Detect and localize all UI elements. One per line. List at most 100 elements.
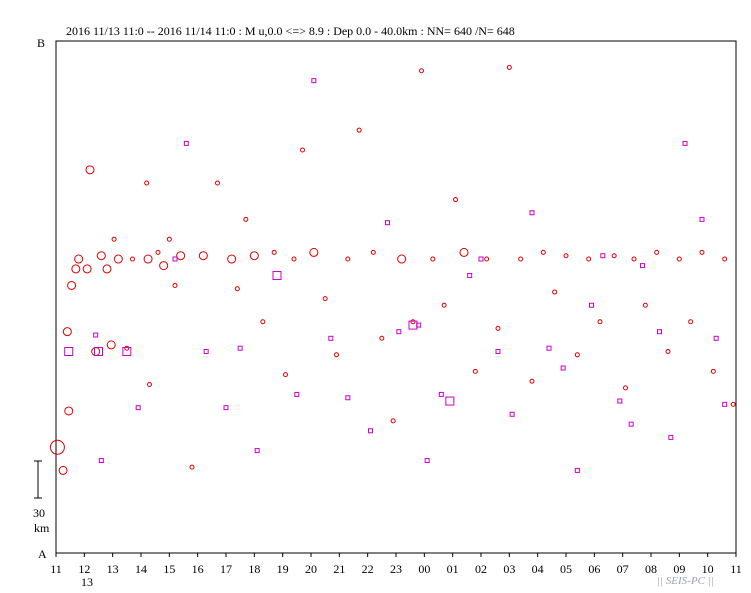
event-circle [730,401,736,407]
axis-bottom-label: A [38,547,47,561]
event-circle [166,236,172,242]
event-circle [85,165,95,175]
event-circle [441,302,447,308]
event-circle [91,347,101,357]
event-square [509,411,515,417]
event-circle [597,319,603,325]
x-tick-label: 14 [135,562,147,576]
x-tick-label: 04 [532,562,544,576]
event-square [574,467,580,473]
event-square [478,256,484,262]
event-circle [172,282,178,288]
x-tick-label: 01 [447,562,459,576]
event-circle [189,464,195,470]
event-circle [67,280,77,290]
event-circle [623,385,628,391]
event-circle [334,352,339,358]
event-circle [459,247,469,257]
event-circle [49,439,65,455]
x-tick-label: 16 [192,562,204,576]
event-circle [130,256,135,262]
x-tick-label: 11 [50,562,62,576]
event-circle [586,256,592,262]
scale-value: 30 [33,506,45,520]
event-circle [506,64,512,70]
event-square [529,210,535,216]
event-circle [356,127,362,133]
event-circle [611,253,617,259]
event-square [424,458,430,464]
event-circle [430,256,436,262]
event-circle [74,254,84,264]
event-square [294,391,300,397]
event-square [682,140,688,146]
axis-top-label: B [37,36,45,50]
event-circle [419,68,424,74]
scale-bar [34,460,42,499]
event-square [135,405,141,411]
event-square [589,302,594,308]
x-tick-label: 06 [588,562,600,576]
event-circle [379,335,385,341]
event-circle [540,249,546,255]
x-tick-label: 09 [673,562,685,576]
x-tick-label: 12 [78,562,90,576]
x-axis-ticks: 11 12 13 14 15 16 17 18 19 20 21 22 23 00 01 02 03 04 05 06… [50,553,742,576]
event-circle [300,147,305,153]
x-tick-label: 03 [503,562,515,576]
event-square [272,271,282,281]
event-square [122,347,132,357]
event-square [183,140,189,146]
event-square [628,421,634,427]
event-circle [64,406,74,416]
event-circle [260,319,266,325]
event-square [416,322,422,328]
event-square [408,320,418,330]
event-circle [397,254,407,264]
event-circle [234,286,240,292]
event-circle [147,382,152,388]
event-circle [227,254,237,264]
x-tick-label: 07 [617,562,629,576]
event-circle [71,264,81,274]
event-circle [484,256,490,262]
x-tick-label: 23 [390,562,402,576]
event-circle [631,256,637,262]
event-circle [215,180,220,186]
event-circle [144,180,150,186]
event-square [699,216,705,222]
event-square [311,78,317,84]
event-circle [642,302,648,308]
event-square [713,335,719,341]
event-circle [155,249,161,255]
event-circle [198,251,208,261]
event-circle [574,352,580,358]
event-circle [529,378,535,384]
event-square [546,345,552,351]
event-circle [495,325,501,331]
event-square [237,345,243,351]
event-circle [722,256,728,262]
x-tick-label: 05 [560,562,572,576]
x-tick-label: 22 [362,562,374,576]
event-square [345,395,351,401]
x-tick-label: 18 [248,562,260,576]
event-circle [699,249,705,255]
event-square [64,347,74,357]
x-tick-label: 11 [730,562,742,576]
x-tick-label: 19 [277,562,289,576]
event-circle [410,319,416,325]
event-square [560,365,566,371]
event-square [495,349,501,355]
event-square [94,347,103,357]
event-circle [96,251,106,261]
x-tick-label: 00 [418,562,430,576]
event-circle [159,261,169,271]
event-circle [390,418,396,424]
event-circle [283,372,288,378]
event-square [254,448,260,454]
event-square [396,329,402,335]
x-tick-label: 17 [220,562,232,576]
event-circle [143,254,153,264]
